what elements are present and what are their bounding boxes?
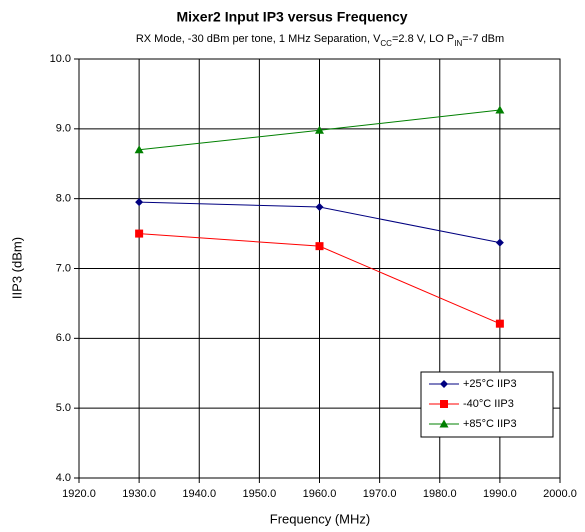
chart-title: Mixer2 Input IP3 versus Frequency <box>176 9 407 25</box>
marker <box>439 419 449 428</box>
subscript: IN <box>454 39 462 48</box>
y-tick-label: 5.0 <box>56 402 71 414</box>
chart-subtitle: RX Mode, -30 dBm per tone, 1 MHz Separat… <box>136 33 504 48</box>
x-tick-label: 1950.0 <box>243 488 277 500</box>
subscript: CC <box>380 39 392 48</box>
x-tick-label: 1990.0 <box>483 488 517 500</box>
marker <box>495 105 505 114</box>
x-axis-label: Frequency (MHz) <box>270 511 370 526</box>
subtitle-text: RX Mode, -30 dBm per tone, 1 MHz Separat… <box>136 33 381 45</box>
plot-frame <box>78 58 561 479</box>
marker <box>134 145 144 154</box>
x-tick-label: 1940.0 <box>182 488 216 500</box>
marker <box>440 400 448 408</box>
marker <box>315 242 324 251</box>
marker <box>495 319 504 328</box>
legend-label: +25°C IIP3 <box>463 378 517 390</box>
y-tick-label: 7.0 <box>56 262 71 274</box>
y-tick-label: 8.0 <box>56 193 71 205</box>
x-tick-label: 1920.0 <box>62 488 96 500</box>
x-tick-label: 1960.0 <box>303 488 337 500</box>
x-tick-label: 2000.0 <box>543 488 577 500</box>
y-tick-label: 9.0 <box>56 123 71 135</box>
marker <box>315 125 324 134</box>
subtitle-text: =-7 dBm <box>462 33 504 45</box>
y-axis-label: IIP3 (dBm) <box>9 237 24 299</box>
y-tick-label: 6.0 <box>56 332 71 344</box>
marker <box>135 198 144 207</box>
legend-label: +85°C IIP3 <box>463 418 517 430</box>
x-tick-label: 1980.0 <box>423 488 457 500</box>
subtitle-text: =2.8 V, LO P <box>392 33 454 45</box>
marker <box>135 229 144 238</box>
x-tick-label: 1970.0 <box>363 488 397 500</box>
marker <box>440 380 448 388</box>
marker <box>495 238 504 247</box>
marker <box>315 203 324 212</box>
y-tick-label: 10.0 <box>50 53 71 65</box>
legend-label: -40°C IIP3 <box>463 398 514 410</box>
x-tick-label: 1930.0 <box>122 488 156 500</box>
y-tick-label: 4.0 <box>56 472 71 484</box>
